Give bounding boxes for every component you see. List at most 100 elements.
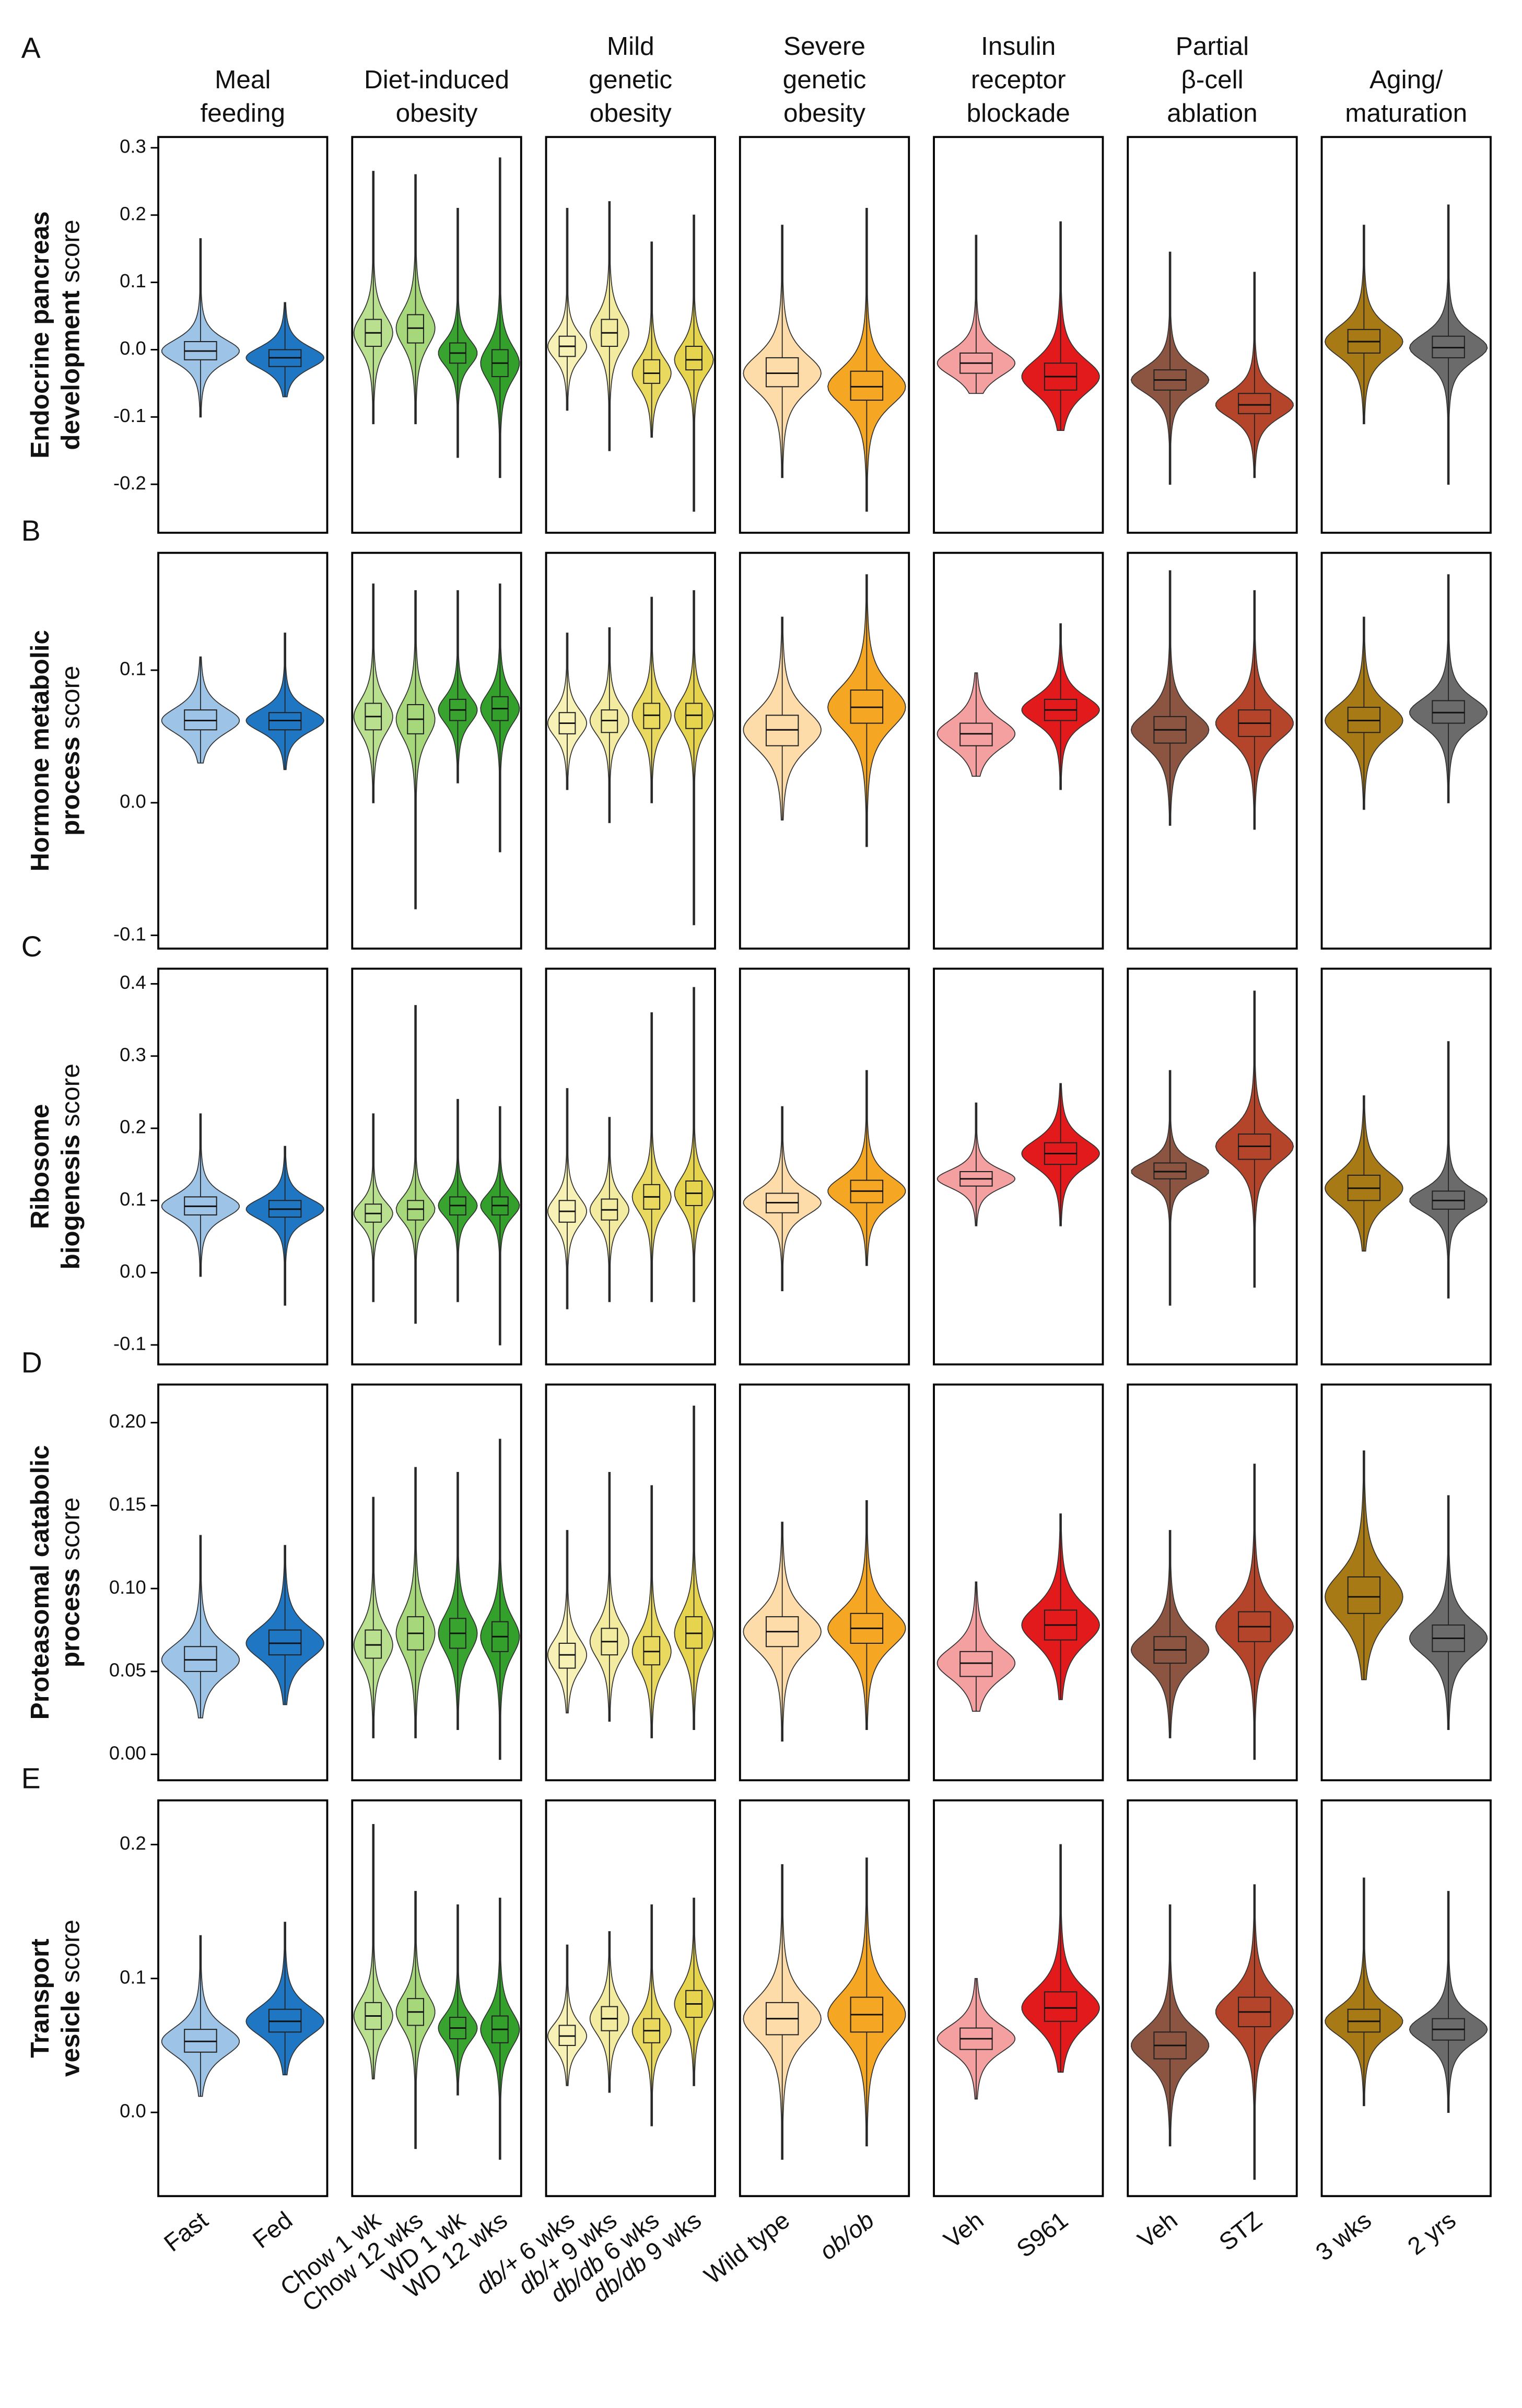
y-axis-label: Proteasomal catabolic [26,1445,54,1720]
column-title: blockade [967,99,1070,127]
y-tick-label: -0.1 [113,923,146,944]
y-tick-label: 0.10 [109,1576,146,1598]
panel-frame [157,1799,329,2197]
y-axis-label: Hormone metabolic [26,630,54,871]
y-axis-label: biogenesis score [56,1063,85,1269]
x-tick-label: Veh [1132,2206,1182,2253]
panel-frame [1320,967,1492,1366]
y-axis-label-text: Hormone metabolic [26,630,54,871]
x-tick-label: 3 wks [1310,2206,1376,2266]
column-title: feeding [201,99,285,127]
panel-frame [545,136,716,534]
y-tick-label: 0.0 [120,337,146,359]
y-tick-label: 0.05 [109,1659,146,1681]
panel-frame [933,1383,1104,1782]
panel-letter: D [21,1346,42,1378]
y-tick-label: 0.3 [120,1044,146,1065]
column-title: obesity [783,99,865,127]
column-title: genetic [589,65,672,94]
y-axis-label-text: Transport [26,1938,54,2058]
y-axis-label-text: biogenesis [56,1135,85,1270]
x-tick-label-part: S961 [1011,2206,1073,2263]
column-title: receptor [971,65,1066,94]
panel-frame [351,552,522,950]
y-axis-label-unit: score [56,220,85,283]
box [850,370,884,401]
panel-frame [1320,552,1492,950]
panel-frame [351,1383,522,1782]
panel-frame [1127,136,1298,534]
x-tick-label-part: STZ [1214,2206,1267,2256]
column-title: Severe [783,32,865,61]
panel-frame [1127,1383,1298,1782]
column-title: Diet-induced [364,65,509,94]
panel-frame [739,136,910,534]
panel-letter: A [21,32,41,64]
y-tick-label: 0.20 [109,1410,146,1432]
box [643,359,661,384]
column-title: maturation [1345,99,1467,127]
y-tick-label: 0.15 [109,1493,146,1515]
y-tick-label: 0.1 [120,1188,146,1210]
panel-frame [545,967,716,1366]
y-axis-label: process score [56,665,85,836]
panel-frame [933,136,1104,534]
box [1238,393,1271,414]
y-axis-label-text: Proteasomal catabolic [26,1445,54,1720]
y-axis-label: Endocrine pancreas [26,211,54,458]
panel-frame [545,1799,716,2197]
panel-frame [157,967,329,1366]
y-tick-label: 0.1 [120,270,146,291]
box [1347,1576,1381,1614]
panel-frame [157,1383,329,1782]
y-tick-label: 0.00 [109,1742,146,1763]
box [685,1616,703,1649]
panel-frame [157,552,329,950]
y-tick-label: 0.4 [120,972,146,993]
y-axis-label-unit: score [56,665,85,729]
box [643,1636,661,1666]
y-tick-label: 0.2 [120,203,146,224]
y-axis-label-text: Endocrine pancreas [26,211,54,458]
box [268,1629,302,1656]
column-title: genetic [783,65,867,94]
column-title: Partial [1176,32,1249,61]
box [365,1629,382,1659]
y-axis-label: process score [56,1498,85,1668]
y-axis-label: Ribosome [26,1104,54,1229]
panel-frame [1320,136,1492,534]
panel-frame [351,967,522,1366]
panel-letter: C [21,930,42,963]
y-axis-label-text: process [56,737,85,836]
panel-frame [1320,1799,1492,2197]
y-tick-label: 0.0 [120,1260,146,1282]
column-title: ablation [1167,99,1257,127]
y-axis-label-text: Ribosome [26,1104,54,1229]
x-tick-label: 2 yrs [1402,2206,1461,2260]
y-axis-label-text: vesicle [56,1991,85,2077]
y-axis-label-unit: score [56,1063,85,1127]
column-title: Aging/ [1369,65,1443,94]
x-tick-label: S961 [1011,2206,1073,2263]
box [1044,1991,1078,2022]
x-tick-label: STZ [1214,2206,1267,2256]
panel-frame [1127,967,1298,1366]
y-tick-label: 0.1 [120,658,146,680]
panel-letter: E [21,1762,41,1794]
y-tick-label: -0.1 [113,405,146,426]
box [558,1642,576,1669]
y-tick-label: 0.2 [120,1116,146,1138]
x-tick-label-part: Fed [248,2206,297,2253]
panel-frame [933,552,1104,950]
y-axis-label-text: process [56,1568,85,1667]
y-axis-label-unit: score [56,1920,85,1983]
column-title: β-cell [1181,65,1243,94]
column-title: Insulin [981,32,1056,61]
x-tick-label-part: Veh [939,2206,988,2253]
box [959,1651,993,1677]
y-tick-label: 0.2 [120,1832,146,1854]
y-axis-label-text: development [56,290,85,450]
box [685,345,703,371]
panel-frame [545,1383,716,1782]
